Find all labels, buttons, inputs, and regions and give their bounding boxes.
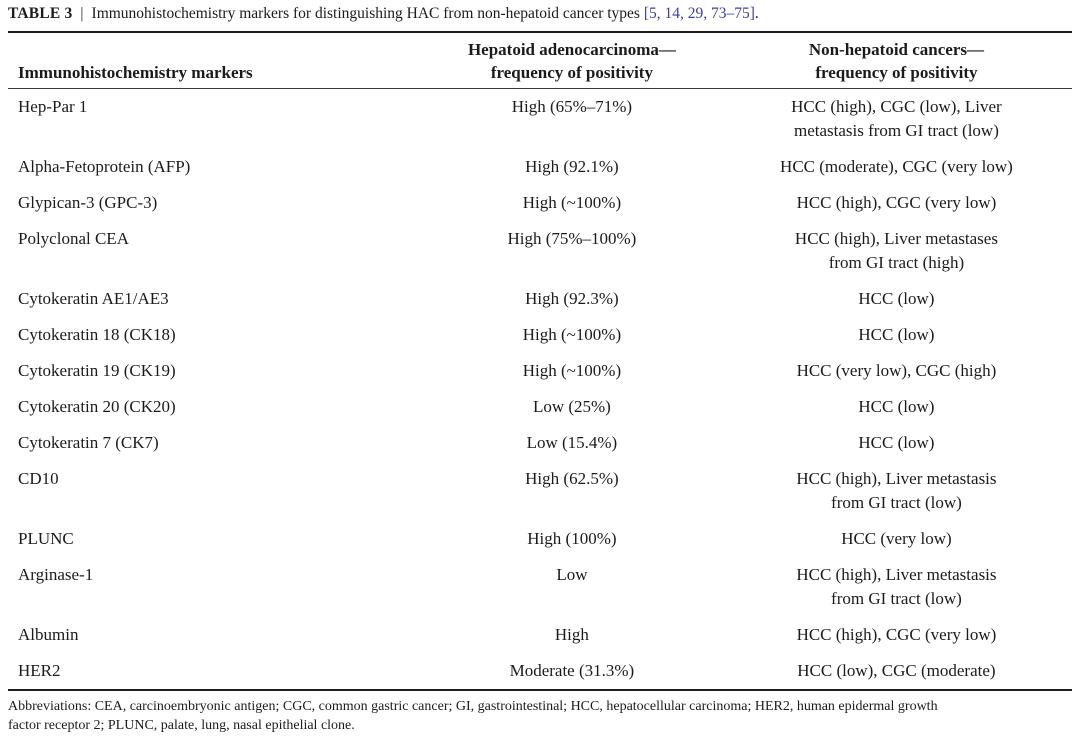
table-row: Alpha-Fetoprotein (AFP) High (92.1%) HCC (… <box>8 149 1072 185</box>
cell-non-hepatoid-frequency: HCC (high), CGC (low), Liver metastasis … <box>791 97 1002 140</box>
table-row: PLUNC High (100%) HCC (very low) <box>8 521 1072 557</box>
cell-marker: PLUNC <box>18 529 74 548</box>
table-row: Cytokeratin 19 (CK19) High (~100%) HCC (ve… <box>8 353 1072 389</box>
caption-period: . <box>754 5 759 22</box>
cell-hac-frequency: High (75%–100%) <box>507 229 637 248</box>
cell-non-hepatoid-frequency: HCC (high), Liver metastases from GI tra… <box>794 229 998 272</box>
cell-non-hepatoid-frequency: HCC (high), Liver metastasis from GI tra… <box>796 565 997 608</box>
cell-non-hepatoid-frequency: HCC (very low) <box>841 529 952 548</box>
cell-marker: Albumin <box>18 625 79 644</box>
caption-separator: | <box>80 5 84 22</box>
cell-marker: Hep-Par 1 <box>18 97 88 116</box>
cell-hac-frequency: High (92.3%) <box>525 289 619 308</box>
table-row: Polyclonal CEA High (75%–100%) HCC (high),… <box>8 221 1072 281</box>
cell-marker: Cytokeratin 18 (CK18) <box>18 325 176 344</box>
table-row: Hep-Par 1 High (65%–71%) HCC (high), CGC (… <box>8 89 1072 150</box>
table-row: Cytokeratin 18 (CK18) High (~100%) HCC (lo… <box>8 317 1072 353</box>
cell-hac-frequency: High (62.5%) <box>525 469 619 488</box>
header-markers: Immunohistochemistry markers <box>18 63 253 82</box>
table-number-label: TABLE 3 <box>8 5 73 22</box>
table-caption: TABLE 3 | Immunohistochemistry markers for… <box>8 3 1072 25</box>
table-row: Arginase-1 Low HCC (high), Liver metastasi… <box>8 557 1072 617</box>
cell-marker: Cytokeratin AE1/AE3 <box>18 289 169 308</box>
cell-non-hepatoid-frequency: HCC (low) <box>858 433 935 452</box>
cell-non-hepatoid-frequency: HCC (low) <box>858 397 935 416</box>
cell-hac-frequency: High (100%) <box>527 529 617 548</box>
cell-hac-frequency: High (~100%) <box>522 361 622 380</box>
immunohistochemistry-table: Immunohistochemistry markers Hepatoid ad… <box>8 31 1072 691</box>
table-row: HER2 Moderate (31.3%) HCC (low), CGC (mode… <box>8 653 1072 690</box>
cell-hac-frequency: High (92.1%) <box>525 157 619 176</box>
table-row: Cytokeratin 7 (CK7) Low (15.4%) HCC (low) <box>8 425 1072 461</box>
header-hac-frequency: Hepatoid adenocarcinoma— frequency of po… <box>467 40 676 82</box>
cell-hac-frequency: Low <box>556 565 588 584</box>
table-row: Cytokeratin AE1/AE3 High (92.3%) HCC (low) <box>8 281 1072 317</box>
table-row: Cytokeratin 20 (CK20) Low (25%) HCC (low) <box>8 389 1072 425</box>
table-body: Hep-Par 1 High (65%–71%) HCC (high), CGC (… <box>8 89 1072 691</box>
cell-non-hepatoid-frequency: HCC (low), CGC (moderate) <box>797 661 996 680</box>
cell-non-hepatoid-frequency: HCC (high), CGC (very low) <box>796 625 997 644</box>
header-non-hepatoid-frequency: Non-hepatoid cancers— frequency of posit… <box>808 40 985 82</box>
caption-text: Immunohistochemistry markers for disting… <box>91 5 640 22</box>
table-row: CD10 High (62.5%) HCC (high), Liver metast… <box>8 461 1072 521</box>
abbreviations-footnote: Abbreviations: CEA, carcinoembryonic ant… <box>8 699 938 733</box>
cell-non-hepatoid-frequency: HCC (low) <box>858 289 935 308</box>
cell-marker: Glypican-3 (GPC-3) <box>18 193 158 212</box>
cell-hac-frequency: Moderate (31.3%) <box>509 661 635 680</box>
cell-non-hepatoid-frequency: HCC (high), Liver metastasis from GI tra… <box>796 469 997 512</box>
table-row: Albumin High HCC (high), CGC (very low) <box>8 617 1072 653</box>
cell-hac-frequency: High (65%–71%) <box>511 97 633 116</box>
cell-hac-frequency: Low (15.4%) <box>526 433 618 452</box>
cell-marker: Cytokeratin 20 (CK20) <box>18 397 176 416</box>
cell-hac-frequency: Low (25%) <box>532 397 611 416</box>
cell-hac-frequency: High (~100%) <box>522 325 622 344</box>
cell-marker: Cytokeratin 7 (CK7) <box>18 433 159 452</box>
cell-non-hepatoid-frequency: HCC (very low), CGC (high) <box>796 361 997 380</box>
cell-non-hepatoid-frequency: HCC (moderate), CGC (very low) <box>780 157 1013 176</box>
cell-marker: HER2 <box>18 661 61 680</box>
cell-marker: CD10 <box>18 469 59 488</box>
cell-hac-frequency: High <box>554 625 589 644</box>
table-header: Immunohistochemistry markers Hepatoid ad… <box>8 32 1072 89</box>
cell-non-hepatoid-frequency: HCC (low) <box>858 325 935 344</box>
cell-marker: Cytokeratin 19 (CK19) <box>18 361 176 380</box>
cell-hac-frequency: High (~100%) <box>522 193 622 212</box>
header-row: Immunohistochemistry markers Hepatoid ad… <box>8 32 1072 89</box>
cell-marker: Arginase-1 <box>18 565 94 584</box>
table-row: Glypican-3 (GPC-3) High (~100%) HCC (high)… <box>8 185 1072 221</box>
cell-non-hepatoid-frequency: HCC (high), CGC (very low) <box>796 193 997 212</box>
cell-marker: Alpha-Fetoprotein (AFP) <box>18 157 191 176</box>
cell-marker: Polyclonal CEA <box>18 229 129 248</box>
citation-link[interactable]: [5, 14, 29, 73–75] <box>643 5 755 22</box>
